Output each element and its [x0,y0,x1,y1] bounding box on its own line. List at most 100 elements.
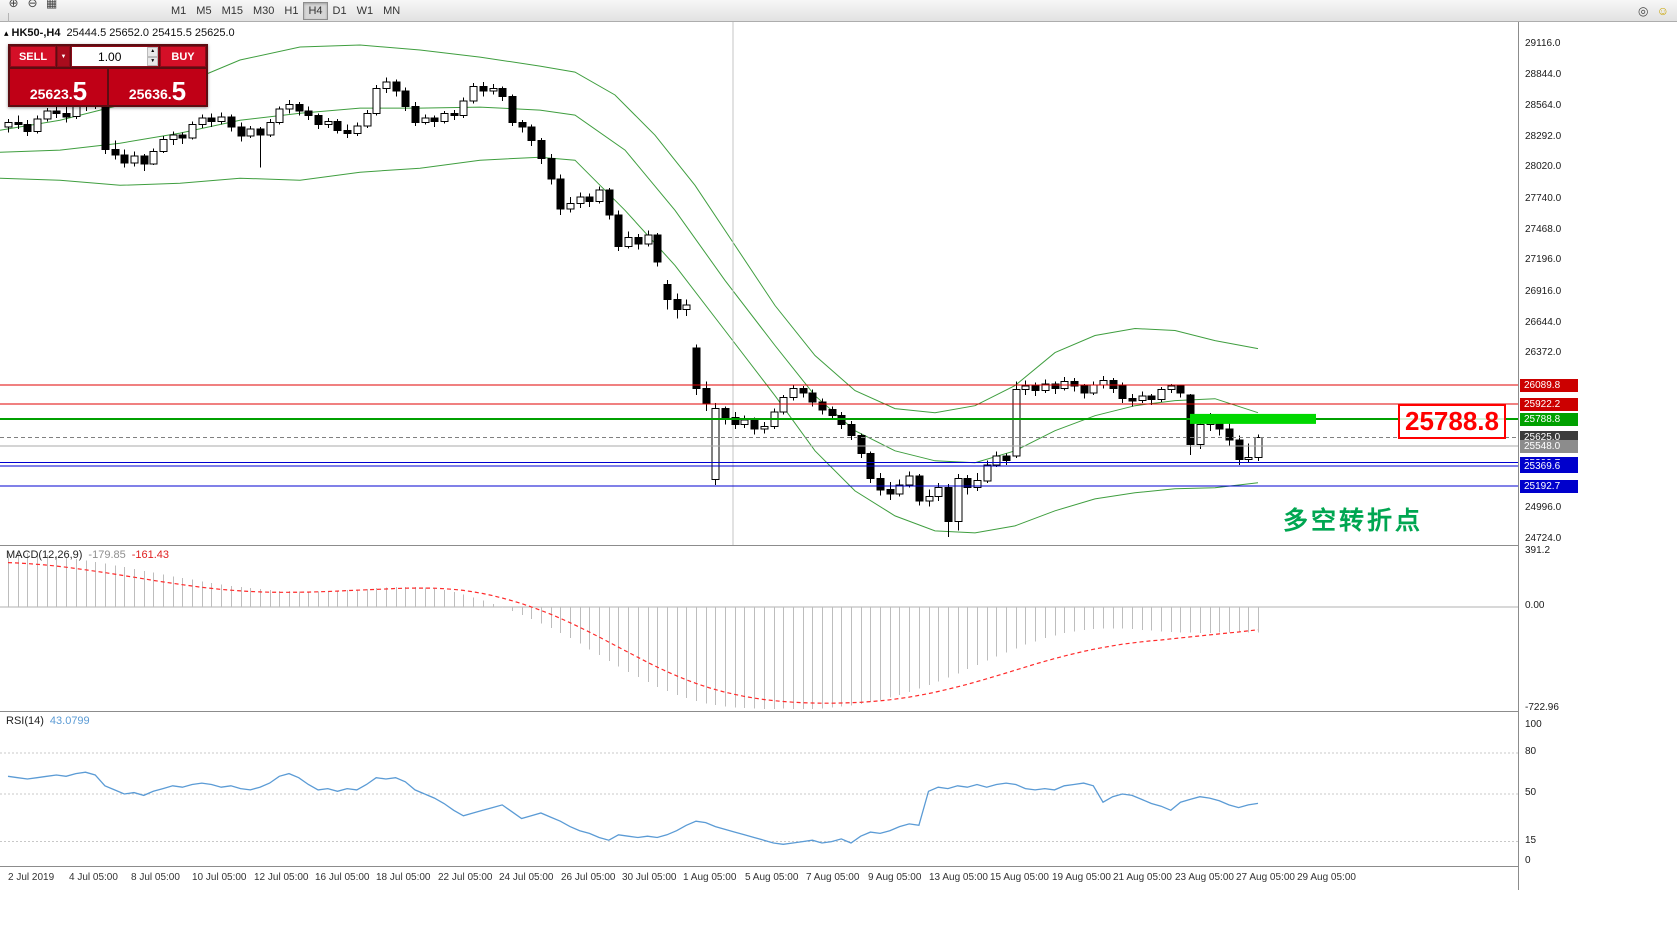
candle-body [692,347,701,389]
candle-body [217,116,226,122]
volume-up-icon[interactable]: ▲ [147,47,158,57]
candle-body [789,387,798,398]
zoom-in-icon[interactable]: ⊕ [4,0,23,13]
candle-body [1080,385,1089,394]
candle-body [246,128,255,137]
sell-price[interactable]: 25623. 5 [10,69,107,105]
bollinger-upper-band [0,44,1259,414]
candle-body [760,426,769,430]
date-label: 5 Aug 05:00 [745,872,799,883]
timeframe-w1[interactable]: W1 [352,2,379,20]
price-axis[interactable]: 29116.0 28844.0 28564.0 28292.0 28020.0 27740… [1518,22,1677,890]
sell-button[interactable]: SELL [10,46,56,67]
candlestick-chart[interactable] [0,22,1518,545]
timeframe-m30[interactable]: M30 [248,2,279,20]
candle-body [275,108,284,123]
candle-body [876,478,885,491]
candle-body [663,284,672,300]
zoom-out-icon[interactable]: ⊖ [23,0,42,13]
candle-body [304,110,313,117]
candle-body [459,100,468,117]
candle-body [537,140,546,159]
timeframe-mn[interactable]: MN [378,2,405,20]
candle-body [256,128,265,136]
timeframe-d1[interactable]: D1 [328,2,352,20]
candle-body [43,110,52,120]
rsi-value: 43.0799 [49,715,90,727]
axis-tick: 28292.0 [1525,131,1562,142]
candle-body [1157,389,1166,401]
candle-body [140,155,149,165]
candle-body [566,203,575,210]
axis-tick: 26372.0 [1525,347,1562,358]
date-label: 1 Aug 05:00 [683,872,737,883]
tile-windows-icon[interactable]: ▦ [42,0,61,13]
candle-body [149,151,158,165]
date-label: 10 Jul 05:00 [192,872,247,883]
timeframe-m1[interactable]: M1 [166,2,191,20]
volume-down-icon[interactable]: ▼ [147,56,158,66]
volume-input[interactable] [72,47,148,66]
candle-body [750,419,759,430]
date-axis[interactable]: 2 Jul 2019 4 Jul 05:00 8 Jul 05:00 10 Jul 0… [0,866,1518,890]
candle-body [1138,395,1147,402]
date-label: 7 Aug 05:00 [806,872,860,883]
candle-body [1041,383,1050,392]
candle-body [1021,385,1030,391]
candle-body [266,121,275,136]
buy-price[interactable]: 25636. 5 [109,69,206,105]
axis-tick: 391.2 [1525,545,1551,556]
date-label: 27 Aug 05:00 [1236,872,1295,883]
candle-body [314,115,323,126]
candle-body [828,409,837,416]
rsi-line [7,771,1259,845]
community-icon[interactable]: ☺ [1653,1,1673,20]
candle-body [1167,385,1176,391]
candle-body [1147,395,1156,401]
ask-price-big-digit: 5 [171,75,187,106]
date-label: 29 Aug 05:00 [1297,872,1356,883]
axis-tick: 27740.0 [1525,193,1562,204]
turning-point-annotation[interactable]: 多空转折点 [1283,507,1424,535]
candle-body [915,475,924,502]
candle-body [1109,380,1118,389]
candle-body [556,178,565,210]
date-label: 18 Jul 05:00 [376,872,431,883]
search-icon[interactable]: ◎ [1634,1,1653,20]
candle-body [111,149,120,156]
timeframe-h1[interactable]: H1 [279,2,303,20]
volume-dropdown-icon[interactable]: ▼ [57,46,70,67]
candle-body [207,117,216,122]
axis-tick: 27468.0 [1525,224,1562,235]
main-chart-panel[interactable]: ▴ HK50-,H4 25444.5 25652.0 25415.5 25625.0… [0,22,1518,545]
date-label: 24 Jul 05:00 [499,872,554,883]
candle-body [886,489,895,495]
candle-body [469,85,478,102]
chart-header: ▴ HK50-,H4 25444.5 25652.0 25415.5 25625.0 [4,27,235,39]
candle-body [818,401,827,411]
toolbar-right-group: ◎ ☺ [1634,1,1673,20]
timeframe-m15[interactable]: M15 [217,2,248,20]
candle-body [1196,423,1205,446]
rsi-label: RSI(14) 43.0799 [6,715,90,727]
candle-body [925,496,934,502]
candle-body [731,417,740,425]
turning-point-highlight[interactable] [1190,413,1316,424]
candle-body [614,214,623,247]
candle-body [489,88,498,92]
candle-body [1099,380,1108,386]
candle-body [440,112,449,122]
one-click-toggle-icon[interactable]: ▴ [4,28,9,38]
buy-button[interactable]: BUY [160,46,206,67]
candle-body [169,134,178,140]
price-annotation[interactable]: 25788.8 [1398,404,1506,439]
timeframe-m5[interactable]: M5 [191,2,216,20]
timeframe-h4[interactable]: H4 [303,1,328,20]
candle-body [1176,385,1185,394]
candle-body [227,116,236,128]
price-tag: 25788.8 [1520,413,1578,426]
candle-body [353,125,362,135]
candle-body [1031,385,1040,392]
candle-body [401,90,410,108]
candle-body [101,101,110,150]
